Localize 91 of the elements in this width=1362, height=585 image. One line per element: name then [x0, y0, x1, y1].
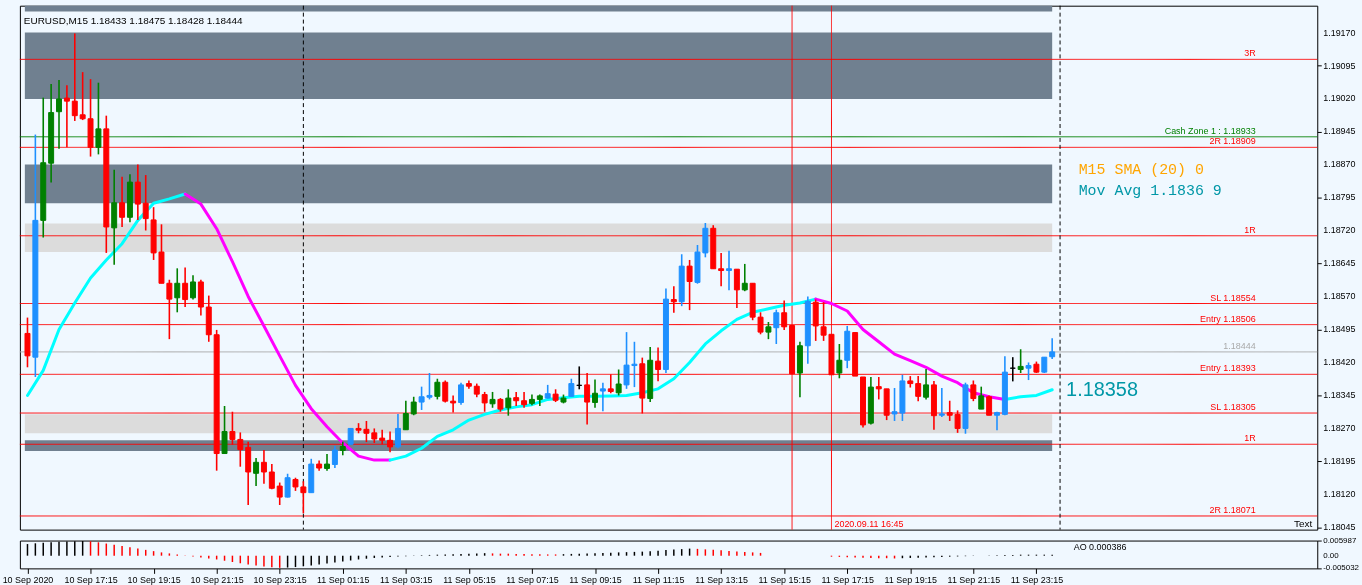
y-tick-label: 1.18420: [1323, 357, 1356, 368]
candlestick: [978, 385, 985, 410]
x-tick-label: 11 Sep 01:15: [317, 574, 370, 585]
ref-line-label: 1R: [1244, 433, 1257, 444]
candlestick: [513, 391, 520, 407]
x-tick-label: 10 Sep 19:15: [127, 574, 181, 585]
ref-line-label: 2R 1.18071: [1209, 505, 1256, 515]
ref-line-label: SL 1.18554: [1210, 292, 1256, 303]
annotation: M15 SMA (20) 0: [1078, 161, 1204, 178]
ref-line-label: Entry 1.18393: [1199, 363, 1256, 374]
y-tick-label: 1.18495: [1323, 324, 1356, 335]
y-tick-label: 1.18120: [1323, 489, 1356, 500]
candlestick: [174, 267, 181, 314]
y-tick-label: 1.18045: [1323, 522, 1356, 533]
candlestick: [836, 343, 843, 380]
candlestick: [970, 379, 977, 402]
candlestick: [434, 377, 441, 401]
candlestick: [284, 472, 291, 499]
line-series: [25, 192, 187, 397]
ref-line-label: 1R: [1244, 224, 1257, 235]
candlestick: [599, 381, 606, 413]
chart-title: AO 0.000386: [1073, 541, 1127, 552]
y-tick-label: 0.00: [1323, 550, 1340, 560]
candlestick: [458, 381, 464, 406]
candlestick: [875, 376, 882, 401]
candlestick: [923, 368, 930, 401]
y-tick-label: 1.18270: [1323, 423, 1356, 434]
candlestick: [260, 449, 267, 485]
x-tick-label: 11 Sep 13:15: [695, 574, 748, 585]
x-tick-label: 10 Sep 17:15: [64, 574, 118, 585]
y-tick-label: 1.18870: [1323, 159, 1356, 170]
y-tick-label: 0.005987: [1323, 535, 1357, 545]
y-tick-label: 1.19170: [1323, 27, 1356, 38]
x-tick-label: 10 Sep 21:15: [190, 574, 244, 585]
ref-line-label: 2R 1.18909: [1209, 136, 1256, 147]
y-tick-label: 1.18945: [1323, 126, 1356, 137]
candlestick: [142, 174, 149, 232]
candlestick: [331, 445, 338, 469]
candlestick: [592, 378, 598, 409]
x-tick-label: 11 Sep 15:15: [758, 574, 811, 585]
candlestick: [1017, 348, 1024, 374]
y-tick-label: 1.18645: [1323, 258, 1356, 269]
x-tick-label: 11 Sep 07:15: [506, 574, 559, 585]
y-tick-label: 1.18570: [1323, 291, 1356, 302]
y-tick-label: 1.18345: [1323, 390, 1356, 401]
candlestick: [773, 308, 780, 345]
candlestick: [268, 463, 275, 490]
candlestick: [394, 413, 401, 450]
x-tick-label: 11 Sep 05:15: [443, 574, 496, 585]
candlestick: [221, 405, 228, 455]
candlestick: [615, 368, 622, 397]
y-tick-label: -0.005032: [1323, 563, 1360, 573]
candlestick: [1049, 337, 1056, 360]
annotation: 1.18358: [1066, 377, 1138, 400]
ref-line-label: SL 1.18305: [1210, 402, 1256, 413]
x-tick-label: 11 Sep 17:15: [821, 574, 875, 585]
ref-line-label: 3R: [1244, 48, 1257, 59]
annotation: Text: [1294, 517, 1313, 529]
x-tick-label: 10 Sep 23:15: [253, 574, 307, 585]
text: EURUSD,M15 1.18433 1.18475 1.18428 1.18444: [23, 14, 244, 26]
candlestick: [741, 263, 748, 292]
line-series: [388, 297, 818, 462]
candlestick: [718, 252, 725, 288]
candlestick: [402, 399, 409, 431]
x-tick-label: 11 Sep 21:15: [947, 574, 1001, 585]
x-tick-label: 10 Sep 2020: [2, 574, 54, 585]
line-series: [183, 192, 392, 462]
candlestick: [190, 274, 196, 301]
candlestick: [938, 387, 945, 418]
candlestick: [726, 249, 732, 292]
candlestick: [276, 481, 283, 506]
y-tick-label: 1.19020: [1323, 93, 1356, 104]
candlestick: [134, 163, 141, 221]
x-tick-label: 11 Sep 23:15: [1010, 574, 1064, 585]
ref-line-label: Entry 1.18506: [1199, 313, 1256, 324]
ref-line-label: 2020.09.11 16:45: [834, 518, 904, 529]
y-tick-label: 1.18195: [1323, 456, 1356, 467]
y-tick-label: 1.18720: [1323, 225, 1356, 236]
candlestick: [568, 377, 575, 398]
candlestick: [505, 388, 512, 417]
ref-line-label: Cash Zone 1 : 1.18933: [1164, 125, 1256, 136]
ref-line-label: 1.18444: [1223, 340, 1256, 351]
candlestick: [253, 457, 260, 487]
y-tick-label: 1.18795: [1323, 192, 1356, 203]
x-tick-label: 11 Sep 19:15: [884, 574, 938, 585]
annotation: Mov Avg 1.1836 9: [1078, 182, 1222, 199]
x-tick-label: 11 Sep 03:15: [380, 574, 433, 585]
x-tick-label: 11 Sep 09:15: [569, 574, 622, 585]
y-tick-label: 1.19095: [1323, 60, 1356, 71]
x-tick-label: 11 Sep 11:15: [632, 574, 685, 585]
candlestick: [119, 176, 126, 228]
